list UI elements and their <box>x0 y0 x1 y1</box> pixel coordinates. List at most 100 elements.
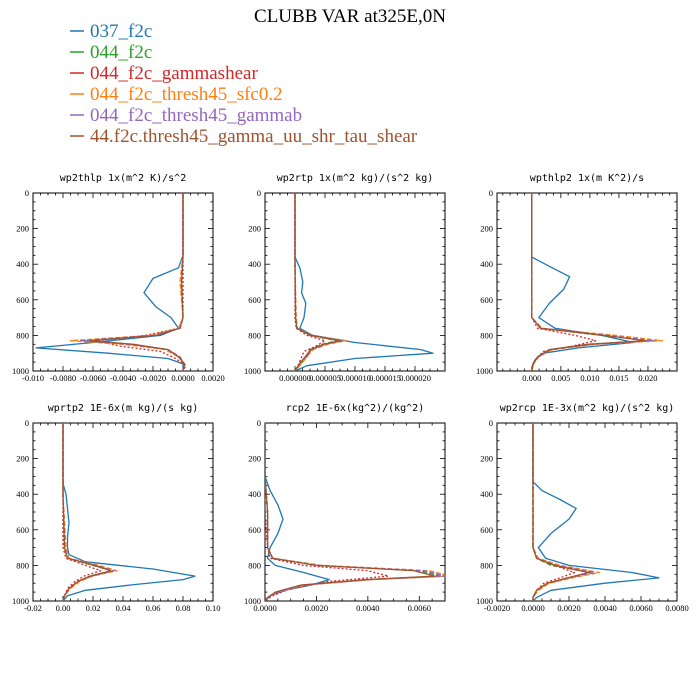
x-tick-label: 0.0060 <box>408 603 431 613</box>
series-line <box>95 193 187 371</box>
x-tick-label: 0.0000 <box>171 373 194 383</box>
x-tick-label: 0.0020 <box>201 373 224 383</box>
x-tick-label: 0.0040 <box>356 603 379 613</box>
x-tick-label: 0.10 <box>206 603 221 613</box>
x-tick-label: 0.0060 <box>629 603 652 613</box>
series-line <box>531 193 646 371</box>
x-tick-label: 0.0020 <box>305 603 328 613</box>
plot-frame <box>496 422 678 602</box>
x-tick-label: 0.000005 <box>309 373 341 383</box>
x-tick-label: 0.020 <box>638 373 657 383</box>
y-tick-label: 800 <box>480 560 493 570</box>
chart-panel: wp2rcp 1E-3x(m^2 kg)/(s^2 kg) 0 200 400 600 8… <box>476 403 689 613</box>
y-tick-label: 200 <box>16 454 29 464</box>
chart-panel: wp2thlp 1x(m^2 K)/s^202004006008001000-0… <box>12 173 225 383</box>
plot-frame <box>264 422 446 602</box>
series-line <box>62 423 102 601</box>
y-tick-label: 600 <box>248 295 261 305</box>
y-tick-label: 200 <box>248 224 261 234</box>
series-line <box>294 193 326 371</box>
plot-frame <box>264 192 446 372</box>
x-tick-label: 0.005 <box>551 373 570 383</box>
y-tick-label: 800 <box>248 560 261 570</box>
y-tick-label: 800 <box>480 330 493 340</box>
panel-title: wp2rtp 1x(m^2 kg)/(s^2 kg) <box>277 173 434 184</box>
x-tick-label: 0.0020 <box>557 603 580 613</box>
series-line <box>62 423 112 601</box>
legend-label: 044_f2c_thresh45_sfc0.2 <box>90 84 283 105</box>
series-line <box>532 423 576 601</box>
series-line <box>531 193 597 371</box>
series-line <box>532 423 590 601</box>
y-tick-label: 200 <box>480 454 493 464</box>
y-tick-label: 400 <box>248 259 261 269</box>
series-line <box>532 423 660 601</box>
x-tick-label: 0.000015 <box>369 373 401 383</box>
series-line <box>265 423 330 601</box>
x-tick-label: 0.00 <box>56 603 71 613</box>
panel-title: rcp2 1E-6x(kg^2)/(kg^2) <box>286 403 424 414</box>
x-tick-label: 0.04 <box>116 603 132 613</box>
series-line <box>265 423 445 601</box>
series-line <box>265 423 441 601</box>
x-tick-label: 0.015 <box>609 373 628 383</box>
y-tick-label: 400 <box>16 489 29 499</box>
y-tick-label: 1000 <box>476 366 493 376</box>
legend-label: 044_f2c_gammashear <box>90 63 258 84</box>
y-tick-label: 0 <box>489 188 493 198</box>
series-line <box>294 193 434 371</box>
chart-panel: rcp2 1E-6x(kg^2)/(kg^2) 0 200 400 600 800 1000… <box>244 403 446 613</box>
x-tick-label: -0.0080 <box>50 373 76 383</box>
y-tick-label: 400 <box>248 489 261 499</box>
y-tick-label: 0 <box>257 188 261 198</box>
y-tick-label: 0 <box>25 188 29 198</box>
y-tick-label: 800 <box>248 330 261 340</box>
y-tick-label: 200 <box>480 224 493 234</box>
series-line <box>265 423 390 601</box>
x-tick-label: 0.0080 <box>665 603 688 613</box>
x-tick-label: -0.02 <box>24 603 42 613</box>
chart-panel: wprtp2 1E-6x(m kg)/(s kg) 0 200 400 600 800 10… <box>12 403 220 613</box>
y-tick-label: 600 <box>480 295 493 305</box>
series-line <box>265 423 445 601</box>
y-tick-label: 600 <box>248 525 261 535</box>
x-tick-label: -0.0040 <box>110 373 136 383</box>
x-tick-label: 0.0000 <box>521 603 544 613</box>
y-tick-label: 1000 <box>476 596 493 606</box>
x-tick-label: 0.000 <box>522 373 541 383</box>
y-tick-label: 800 <box>16 330 29 340</box>
panel-title: wp2rcp 1E-3x(m^2 kg)/(s^2 kg) <box>500 403 675 414</box>
legend: 037_f2c044_f2c044_f2c_gammashear044_f2c_… <box>70 21 418 147</box>
chart-panels: wp2thlp 1x(m^2 K)/s^202004006008001000-0… <box>12 173 689 613</box>
y-tick-label: 1000 <box>12 596 29 606</box>
y-tick-label: 600 <box>16 295 29 305</box>
series-line <box>294 193 338 371</box>
y-tick-label: 400 <box>480 259 493 269</box>
series-line <box>265 423 436 601</box>
legend-label: 044_f2c <box>90 42 152 63</box>
panel-title: wprtp2 1E-6x(m kg)/(s kg) <box>48 403 199 414</box>
x-tick-label: 0.02 <box>86 603 101 613</box>
y-tick-label: 0 <box>25 418 29 428</box>
x-tick-label: 0.0040 <box>593 603 616 613</box>
y-tick-label: 800 <box>16 560 29 570</box>
series-line <box>62 423 118 601</box>
y-tick-label: 400 <box>480 489 493 499</box>
y-tick-label: 600 <box>480 525 493 535</box>
series-line <box>89 193 186 371</box>
y-tick-label: 600 <box>16 525 29 535</box>
panel-title: wp2thlp 1x(m^2 K)/s^2 <box>60 173 186 184</box>
panel-title: wpthlp2 1x(m K^2)/s <box>530 173 644 184</box>
x-tick-label: 0.000010 <box>339 373 371 383</box>
series-line <box>532 423 601 601</box>
y-tick-label: 0 <box>257 418 261 428</box>
y-tick-label: 200 <box>248 454 261 464</box>
y-tick-label: 200 <box>16 224 29 234</box>
figure-title: CLUBB VAR at325E,0N <box>254 6 446 27</box>
y-tick-label: 1000 <box>244 596 261 606</box>
x-tick-label: -0.0060 <box>80 373 106 383</box>
legend-label: 44.f2c.thresh45_gamma_uu_shr_tau_shear <box>90 126 418 147</box>
x-tick-label: 0.000000 <box>279 373 311 383</box>
y-tick-label: 400 <box>16 259 29 269</box>
